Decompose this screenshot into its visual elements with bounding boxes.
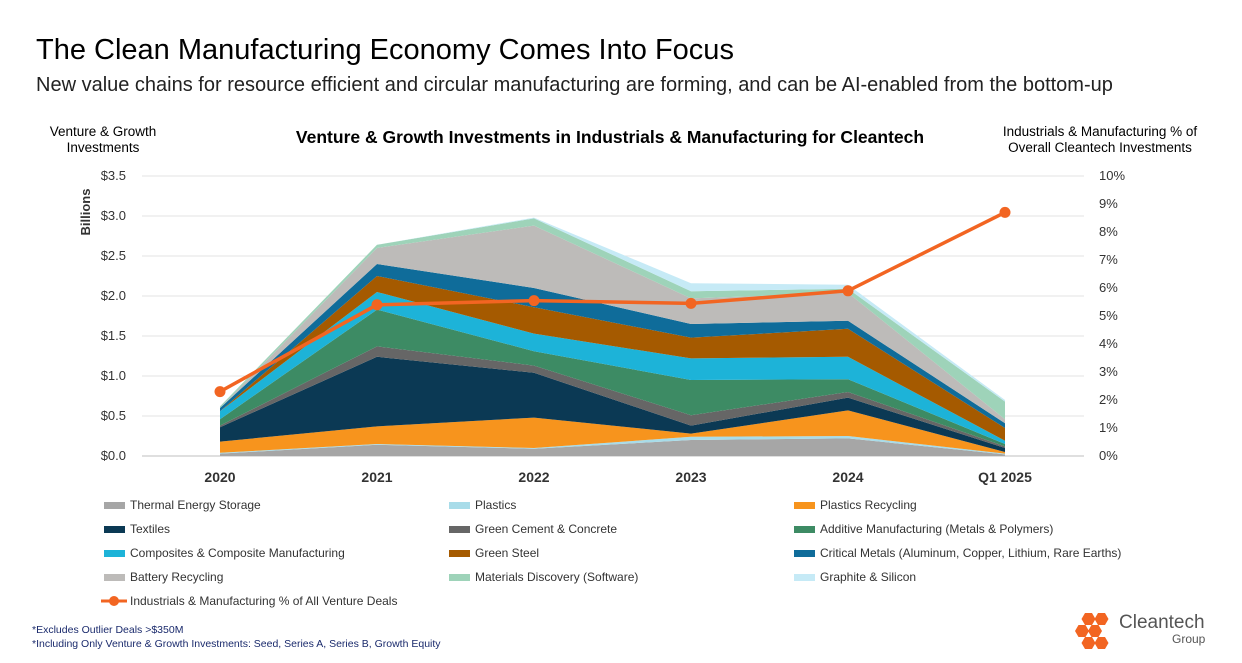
legend-swatch xyxy=(449,574,470,581)
legend-swatch xyxy=(794,550,815,557)
line-series-group xyxy=(214,206,1011,398)
legend-label: Green Cement & Concrete xyxy=(475,522,617,536)
line-pct-of-venture-deals xyxy=(219,210,1006,394)
area-materials-discovery-software xyxy=(220,218,1005,420)
line-point xyxy=(371,299,383,311)
legend-label: Thermal Energy Storage xyxy=(130,498,261,512)
area-additive-manufacturing-metals-polymers xyxy=(220,309,1005,447)
stacked-area-chart: $0.0 $0.5 $1.0 $1.5 $2.0 $2.5 $3.0 $3.5 0% 1% 2% 3%… xyxy=(78,168,1125,485)
legend-item-green-steel: Green Steel xyxy=(449,546,539,560)
cleantech-group-logo: Cleantech Group xyxy=(1074,609,1224,654)
line-point xyxy=(842,285,854,297)
right-axis-header: Industrials & Manufacturing % of Overall… xyxy=(1002,124,1198,155)
y2-tick-label: 2% xyxy=(1099,392,1118,407)
line-point xyxy=(999,206,1011,218)
legend-item-critical-metals-aluminum-copper-lithium-rare-earths: Critical Metals (Aluminum, Copper, Lithi… xyxy=(794,546,1121,560)
legend-swatch xyxy=(449,526,470,533)
y-tick-label: $3.0 xyxy=(101,208,126,223)
legend-label: Industrials & Manufacturing % of All Ven… xyxy=(130,594,397,608)
left-axis-header: Venture & Growth Investments xyxy=(49,124,157,155)
line-point xyxy=(685,297,697,309)
legend-label: Critical Metals (Aluminum, Copper, Lithi… xyxy=(820,546,1121,560)
y2-tick-label: 8% xyxy=(1099,224,1118,239)
axis-labels: $0.0 $0.5 $1.0 $1.5 $2.0 $2.5 $3.0 $3.5 0% 1% 2% 3%… xyxy=(78,168,1125,485)
area-series-group xyxy=(220,217,1005,456)
x-tick-label: 2021 xyxy=(361,469,392,485)
legend-item-textiles: Textiles xyxy=(104,522,170,536)
y2-tick-label: 6% xyxy=(1099,280,1118,295)
page-subtitle: New value chains for resource efficient … xyxy=(36,74,1113,96)
area-green-cement-concrete xyxy=(220,346,1005,448)
x-tick-label: 2020 xyxy=(204,469,235,485)
y2-tick-label: 9% xyxy=(1099,196,1118,211)
area-textiles xyxy=(220,356,1005,452)
legend-item-materials-discovery-software: Materials Discovery (Software) xyxy=(449,570,638,584)
y2-tick-label: 5% xyxy=(1099,308,1118,323)
x-tick-label: 2022 xyxy=(518,469,549,485)
legend-item-thermal-energy-storage: Thermal Energy Storage xyxy=(104,498,261,512)
legend-item-graphite-silicon: Graphite & Silicon xyxy=(794,570,916,584)
legend-label: Graphite & Silicon xyxy=(820,570,916,584)
footnote-investment-types: *Including Only Venture & Growth Investm… xyxy=(32,638,441,650)
line-point xyxy=(214,386,226,398)
legend-swatch xyxy=(449,550,470,557)
legend-swatch xyxy=(794,574,815,581)
legend-label: Plastics xyxy=(475,498,516,512)
legend-label: Battery Recycling xyxy=(130,570,223,584)
y-tick-label: $2.0 xyxy=(101,288,126,303)
legend-swatch xyxy=(794,502,815,509)
legend-swatch xyxy=(104,526,125,533)
legend-item-plastics-recycling: Plastics Recycling xyxy=(794,498,917,512)
y-tick-label: $0.5 xyxy=(101,408,126,423)
y-tick-label: $1.5 xyxy=(101,328,126,343)
legend-label: Materials Discovery (Software) xyxy=(475,570,638,584)
line-point xyxy=(528,295,540,307)
page-title: The Clean Manufacturing Economy Comes In… xyxy=(36,34,734,66)
area-plastics-recycling xyxy=(220,410,1005,454)
area-composites-composite-manufacturing xyxy=(220,292,1005,444)
y2-tick-label: 3% xyxy=(1099,364,1118,379)
hexagon-logo-icon: Cleantech Group xyxy=(1075,612,1206,649)
y2-tick-label: 10% xyxy=(1099,168,1125,183)
legend-label: Plastics Recycling xyxy=(820,498,917,512)
legend-swatch xyxy=(449,502,470,509)
legend-line-marker xyxy=(109,596,119,606)
legend-swatch xyxy=(104,550,125,557)
y2-tick-label: 4% xyxy=(1099,336,1118,351)
legend-item-plastics: Plastics xyxy=(449,498,516,512)
legend-item-green-cement-concrete: Green Cement & Concrete xyxy=(449,522,617,536)
x-tick-label: Q1 2025 xyxy=(978,469,1032,485)
legend-label: Textiles xyxy=(130,522,170,536)
legend-swatch xyxy=(104,574,125,581)
logo-subword: Group xyxy=(1172,632,1206,646)
y2-tick-label: 1% xyxy=(1099,420,1118,435)
y-tick-label: $3.5 xyxy=(101,168,126,183)
x-tick-label: 2024 xyxy=(832,469,863,485)
y2-tick-label: 7% xyxy=(1099,252,1118,267)
area-battery-recycling xyxy=(220,225,1005,424)
y2-tick-label: 0% xyxy=(1099,448,1118,463)
logo-wordmark: Cleantech xyxy=(1119,612,1205,633)
footnote-outliers: *Excludes Outlier Deals >$350M xyxy=(32,624,184,636)
legend-label: Green Steel xyxy=(475,546,539,560)
legend-swatch xyxy=(794,526,815,533)
legend-item-composites-composite-manufacturing: Composites & Composite Manufacturing xyxy=(104,546,345,560)
x-tick-label: 2023 xyxy=(675,469,706,485)
legend-label: Composites & Composite Manufacturing xyxy=(130,546,345,560)
y-axis-label: Billions xyxy=(78,189,93,236)
area-thermal-energy-storage xyxy=(220,438,1005,456)
legend-item-additive-manufacturing-metals-polymers: Additive Manufacturing (Metals & Polymer… xyxy=(794,522,1053,536)
chart-title: Venture & Growth Investments in Industri… xyxy=(295,127,925,147)
y-tick-label: $1.0 xyxy=(101,368,126,383)
legend-swatch xyxy=(104,502,125,509)
legend-item-line-series: Industrials & Manufacturing % of All Ven… xyxy=(101,594,397,608)
legend-label: Additive Manufacturing (Metals & Polymer… xyxy=(820,522,1053,536)
y-tick-label: $2.5 xyxy=(101,248,126,263)
y-tick-label: $0.0 xyxy=(101,448,126,463)
legend-item-battery-recycling: Battery Recycling xyxy=(104,570,223,584)
